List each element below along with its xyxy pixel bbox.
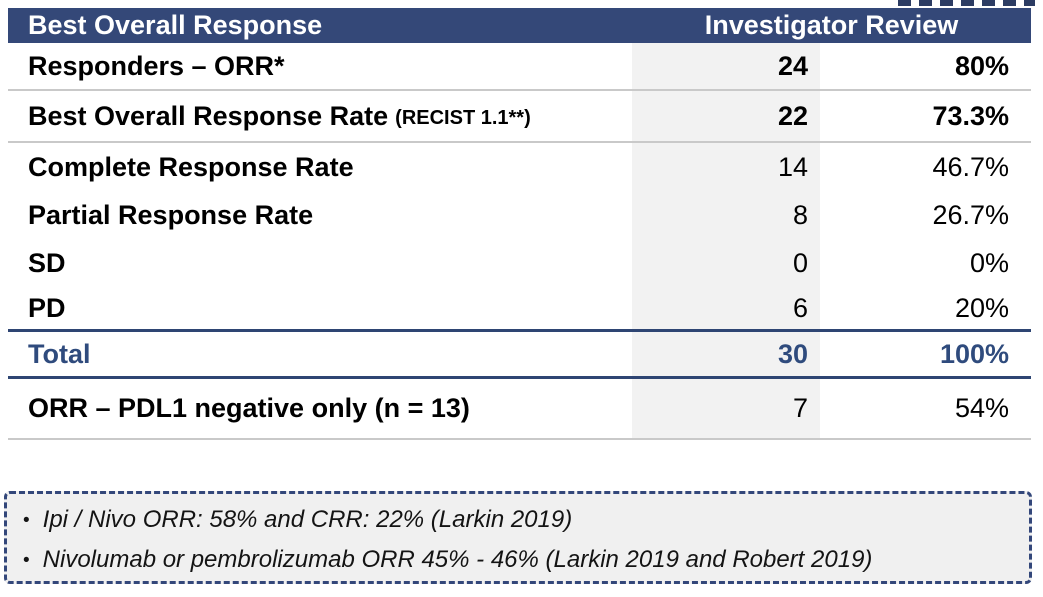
table-row-orr-pdl1-negative: ORR – PDL1 negative only (n = 13) 7 54%	[8, 379, 1031, 440]
header-col-investigator-review: Investigator Review	[704, 10, 959, 40]
row-percent: 100%	[939, 338, 1009, 369]
row-label: Total	[28, 338, 91, 369]
note-text: Ipi / Nivo ORR: 58% and CRR: 22% (Larkin…	[42, 506, 573, 533]
table-header-row: Best Overall Response Investigator Revie…	[8, 8, 1031, 43]
row-label: PD	[28, 292, 66, 323]
table-row-sd: SD 0 0%	[8, 239, 1031, 287]
row-count: 8	[632, 191, 820, 239]
row-percent: 20%	[954, 292, 1009, 323]
header-col-label: Best Overall Response	[28, 10, 323, 40]
row-count: 0	[632, 239, 820, 287]
top-edge-dashed-artifact	[898, 0, 1035, 6]
table-row-partial-response-rate: Partial Response Rate 8 26.7%	[8, 191, 1031, 239]
row-count: 7	[632, 379, 820, 438]
row-count: 14	[632, 143, 820, 191]
row-label: ORR – PDL1 negative only (n = 13)	[28, 393, 470, 423]
reference-notes-box: • Ipi / Nivo ORR: 58% and CRR: 22% (Lark…	[4, 491, 1032, 584]
row-label-note: (RECIST 1.1**)	[395, 106, 531, 129]
table-row-complete-response-rate: Complete Response Rate 14 46.7%	[8, 143, 1031, 191]
table-row-total: Total 30 100%	[8, 332, 1031, 379]
row-count: 6	[632, 287, 820, 329]
table-row-pd: PD 6 20%	[8, 287, 1031, 332]
bullet-icon: •	[23, 510, 30, 531]
note-text: Nivolumab or pembrolizumab ORR 45% - 46%…	[42, 546, 873, 573]
table-row-best-overall-response-rate: Best Overall Response Rate (RECIST 1.1**…	[8, 91, 1031, 143]
row-count: 30	[632, 332, 820, 376]
row-percent: 0%	[969, 247, 1009, 278]
row-percent: 26.7%	[932, 199, 1009, 230]
note-item: • Nivolumab or pembrolizumab ORR 45% - 4…	[23, 540, 1029, 580]
row-label: SD	[28, 247, 66, 278]
note-item: • Ipi / Nivo ORR: 58% and CRR: 22% (Lark…	[23, 500, 1029, 540]
row-label: Best Overall Response Rate	[28, 100, 389, 131]
bullet-icon: •	[23, 550, 30, 571]
table-row-responders-orr: Responders – ORR* 24 80%	[8, 43, 1031, 91]
row-label: Partial Response Rate	[28, 199, 314, 230]
row-count: 22	[632, 91, 820, 141]
row-percent: 80%	[954, 50, 1009, 81]
row-percent: 54%	[954, 393, 1009, 423]
row-percent: 73.3%	[932, 100, 1009, 131]
row-percent: 46.7%	[932, 151, 1009, 182]
row-label: Complete Response Rate	[28, 151, 354, 182]
row-label: Responders – ORR*	[28, 50, 285, 81]
response-table: Best Overall Response Investigator Revie…	[8, 8, 1031, 440]
row-count: 24	[632, 43, 820, 89]
